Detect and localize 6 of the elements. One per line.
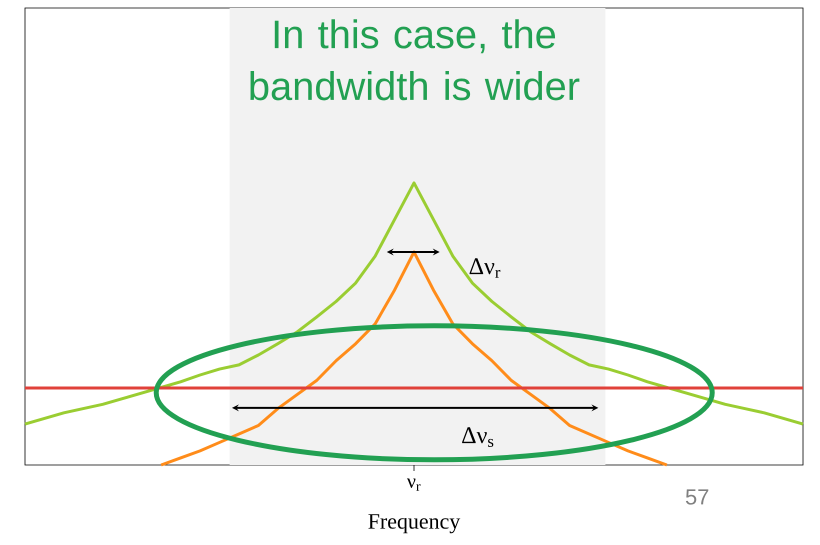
text: 57	[686, 489, 708, 505]
annotation: Δν$_{r}$	[470, 258, 500, 278]
chart-title: In this case, the bandwidth is wider	[250, 19, 580, 100]
text: ν$_{r}$	[406, 478, 420, 491]
x-axis-title: Frequency	[368, 514, 460, 534]
annotation: Δν$_{s}$	[462, 427, 494, 447]
